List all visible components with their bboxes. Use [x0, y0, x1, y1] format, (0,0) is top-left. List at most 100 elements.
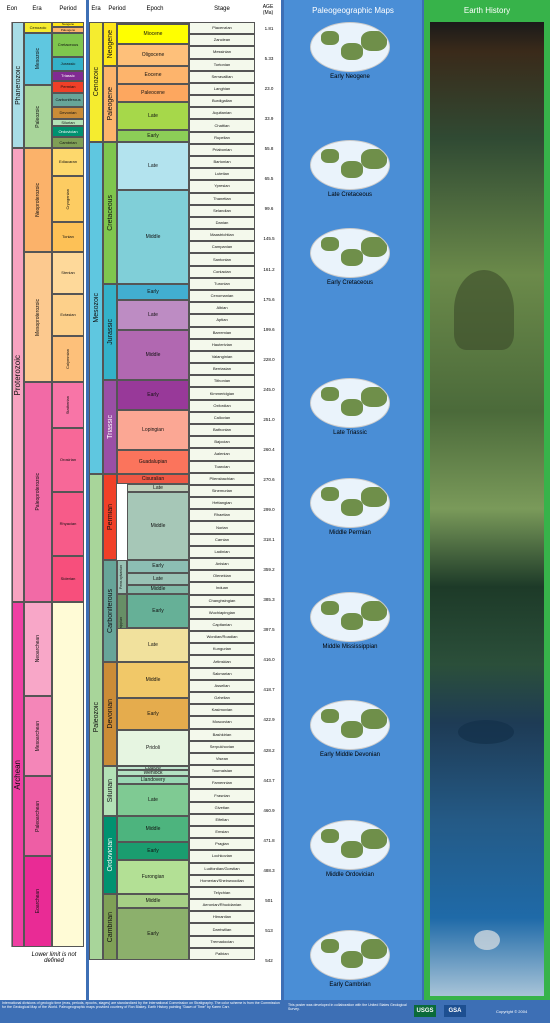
period-cambrian: Cambrian [52, 137, 84, 148]
map-caption: Early Middle Devonian [319, 752, 381, 758]
stage-38: Sinemurian [189, 484, 255, 498]
mid-stage-header: Stage [214, 6, 230, 12]
epoch-1: Miocene [117, 24, 189, 44]
age-label-26: 460.9 [263, 807, 275, 813]
epoch-8: Middle [117, 190, 189, 284]
epoch-11: Middle [117, 330, 189, 380]
period-cretaceous: Cretaceous [52, 33, 84, 57]
stage-35: Aalenian [189, 448, 255, 461]
era-cenozoic: Cenozoic [24, 22, 52, 33]
stage-76: Paibian [189, 947, 255, 960]
mid-period-ordovician: Ordovician [103, 816, 117, 894]
stage-17: Maastrichtian [189, 229, 255, 242]
age-label-6: 99.6 [264, 206, 274, 212]
globe-map-icon [310, 140, 390, 190]
map-caption: Early Cambrian [329, 982, 371, 988]
mid-period-neogene: Neogene [103, 22, 117, 66]
history-painting [430, 22, 544, 996]
stage-56: Kasimovian [189, 704, 255, 717]
period-paleogene: Paleogene [52, 27, 84, 33]
history-panel: Earth History [424, 0, 550, 1000]
mid-era-cenozoic: Cenozoic [89, 22, 103, 142]
epoch-23: Middle [117, 662, 189, 698]
epoch-10: Late [117, 300, 189, 330]
stage-44: Anisian [189, 558, 255, 571]
stage-0: Piacenzian [189, 22, 255, 35]
period-header: Period [59, 6, 77, 12]
period-calymmian: Calymmian [52, 336, 84, 382]
mid-age-header: AGE (Ma) [262, 4, 274, 16]
globe-map-icon [310, 378, 390, 428]
stage-49: Capitanian [189, 618, 255, 632]
stage-73: Hirnantian [189, 911, 255, 924]
epoch-13: Lopingian [117, 410, 189, 450]
mid-era-mesozoic: Mesozoic [89, 142, 103, 474]
period-devonian: Devonian [52, 107, 84, 119]
stage-16: Danian [189, 216, 255, 230]
age-label-3: 33.9 [264, 116, 274, 122]
stage-40: Rhaetian [189, 509, 255, 522]
left-age-axis [0, 22, 12, 947]
epoch-4: Paleocene [117, 84, 189, 102]
mid-period-header: Period [108, 6, 126, 12]
age-label-17: 318.1 [263, 537, 275, 543]
map-caption: Middle Mississippian [322, 644, 378, 650]
stage-46: Induan [189, 582, 255, 595]
epoch-12: Early [117, 380, 189, 410]
age-label-8: 161.2 [263, 266, 275, 272]
globe-map-icon [310, 700, 390, 750]
paleomap-7: Middle Ordovician [305, 820, 395, 878]
period-triassic: Triassic [52, 71, 84, 81]
epoch-20: Middle [127, 585, 189, 594]
history-title: Earth History [463, 6, 511, 15]
age-label-28: 488.3 [263, 867, 275, 873]
stage-32: Callovian [189, 411, 255, 424]
stage-57: Moscovian [189, 716, 255, 729]
stage-51: Kungurian [189, 643, 255, 656]
epoch-19: Late [127, 573, 189, 585]
paleomap-3: Late Triassic [305, 378, 395, 436]
stage-3: Tortonian [189, 58, 255, 71]
stage-9: Rupelian [189, 131, 255, 144]
stage-42: Carnian [189, 533, 255, 546]
stage-21: Turonian [189, 277, 255, 290]
stage-70: Homerian/Sheinwoodian [189, 874, 255, 887]
period-siderian: Siderian [52, 556, 84, 602]
lower-limit-text: Lower limit is not defined [31, 952, 77, 964]
stage-13: Ypresian [189, 180, 255, 193]
period-orosirian: Orosirian [52, 428, 84, 492]
eon-archean: Archean [12, 602, 24, 947]
map-caption: Late Cretaceous [327, 192, 373, 198]
dinosaur-silhouette [454, 270, 514, 350]
paleomap-4: Middle Permian [305, 478, 395, 536]
age-label-4: 55.8 [264, 146, 274, 152]
stage-28: Berriasian [189, 363, 255, 376]
eon-proterozoic: Proterozoic [12, 148, 24, 602]
epoch-16: Late [127, 484, 189, 492]
epoch-5: Late [117, 102, 189, 130]
stage-41: Norian [189, 521, 255, 534]
stage-68: Lochkovian [189, 850, 255, 863]
epoch-14: Guadalupian [117, 450, 189, 474]
stage-15: Selandian [189, 204, 255, 217]
paleomap-8: Early Cambrian [305, 930, 395, 988]
epoch-3: Eocene [117, 66, 189, 84]
era-eoarchean: Eoarchean [24, 856, 52, 947]
age-label-16: 299.0 [263, 507, 275, 513]
stage-20: Coniacian [189, 265, 255, 278]
stage-37: Pliensbachian [189, 472, 255, 485]
stage-11: Bartonian [189, 156, 255, 169]
stage-48: Wuchiapingian [189, 606, 255, 619]
stage-19: Santonian [189, 253, 255, 266]
age-label-1: 5.33 [264, 56, 274, 62]
epoch-25: Pridoli [117, 730, 189, 766]
epoch-34: Early [117, 908, 189, 960]
globe-map-icon [310, 228, 390, 278]
map-caption: Late Triassic [333, 430, 367, 436]
period-silurian: Silurian [52, 119, 84, 126]
age-label-22: 418.7 [263, 687, 275, 693]
stage-59: Serpukhovian [189, 740, 255, 753]
age-label-19: 385.3 [263, 597, 275, 603]
mid-period-permian: Permian [103, 474, 117, 560]
age-label-12: 245.0 [263, 386, 275, 392]
